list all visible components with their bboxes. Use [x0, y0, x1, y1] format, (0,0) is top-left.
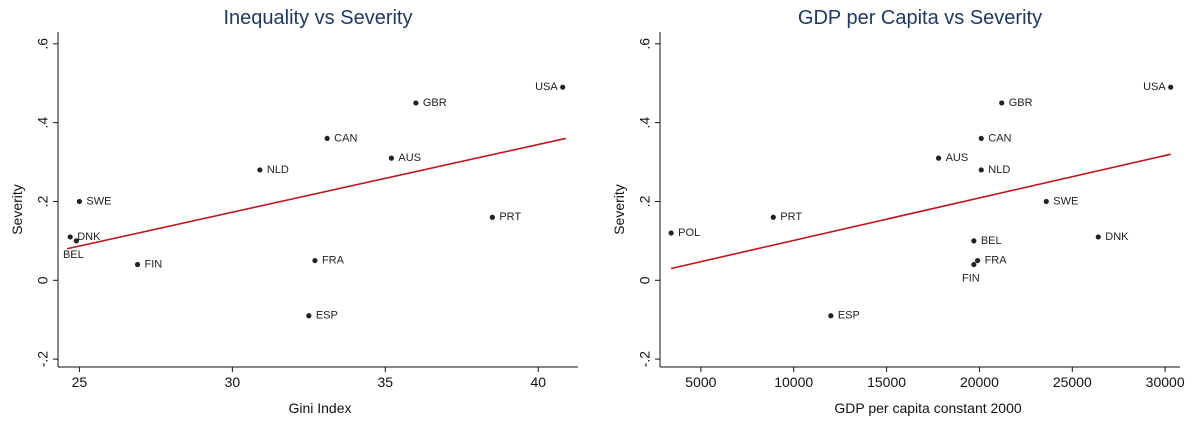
x-tick-label: 30	[225, 374, 241, 390]
inequality-scatter-chart: Inequality vs Severity -.2 0 .2 .4 .6 25 30 35 40…	[9, 7, 578, 416]
data-point-fra	[974, 257, 981, 264]
point-label: FIN	[145, 258, 163, 270]
point-label: USA	[1143, 81, 1166, 93]
x-tick-label: 10000	[774, 374, 813, 390]
point-label: USA	[535, 81, 558, 93]
point-label: DNK	[77, 231, 101, 243]
data-point-dnk	[67, 234, 73, 240]
y-tick-label: 0	[637, 276, 653, 284]
y-tick-label: .4	[637, 117, 653, 129]
data-point-esp	[828, 313, 834, 319]
y-axis-label: Severity	[9, 184, 25, 235]
data-point-nld	[257, 167, 263, 173]
chart-title: Inequality vs Severity	[224, 7, 413, 29]
point-label: SWE	[86, 195, 111, 207]
data-point-swe	[1043, 198, 1049, 205]
point-label: PRT	[780, 211, 802, 223]
y-tick-label: 0	[35, 276, 51, 284]
data-point-prt	[489, 214, 495, 220]
y-tick-label: .4	[35, 117, 51, 129]
point-label: AUS	[946, 152, 969, 164]
point-label: AUS	[398, 152, 421, 164]
data-point-dnk	[1095, 234, 1101, 240]
point-label: SWE	[1053, 195, 1078, 207]
x-tick-label: 35	[378, 374, 394, 390]
chart-title: GDP per Capita vs Severity	[798, 7, 1042, 29]
x-tick-label: 5000	[685, 374, 716, 390]
point-label: BEL	[63, 249, 84, 261]
point-label: PRT	[499, 211, 521, 223]
point-label: NLD	[988, 164, 1010, 176]
point-label: DNK	[1105, 231, 1129, 243]
x-tick-label: 30000	[1146, 374, 1185, 390]
y-tick-label: .6	[35, 38, 51, 50]
x-axis-label: Gini Index	[288, 400, 351, 416]
point-label: CAN	[988, 132, 1011, 144]
point-label: CAN	[334, 132, 357, 144]
data-point-aus	[388, 155, 395, 161]
data-point-fra	[312, 257, 318, 264]
data-point-aus	[935, 155, 942, 161]
data-point-prt	[770, 214, 776, 220]
x-tick-label: 40	[530, 374, 546, 390]
data-point-gbr	[999, 100, 1005, 106]
y-tick-label: -.2	[35, 351, 51, 368]
x-tick-label: 25	[72, 374, 88, 390]
x-tick-label: 15000	[867, 374, 906, 390]
gdp-scatter-chart: GDP per Capita vs Severity -.2 0 .2 .4 .6 5000…	[611, 7, 1185, 416]
y-tick-label: -.2	[637, 351, 653, 368]
point-label: FRA	[322, 254, 345, 266]
y-tick-label: .6	[637, 38, 653, 50]
data-point-esp	[306, 313, 312, 319]
point-label: FRA	[985, 254, 1008, 266]
point-label: POL	[678, 227, 700, 239]
data-point-gbr	[413, 100, 419, 106]
data-point-bel	[73, 238, 79, 244]
data-point-bel	[971, 238, 977, 244]
data-point-swe	[76, 198, 83, 205]
data-point-pol	[668, 230, 674, 236]
point-label: ESP	[838, 310, 860, 322]
x-tick-label: 20000	[960, 374, 999, 390]
y-tick-label: .2	[35, 195, 51, 207]
point-label: ESP	[316, 310, 338, 322]
fit-line	[67, 137, 566, 250]
y-tick-label: .2	[637, 195, 653, 207]
data-point-can	[978, 135, 984, 142]
x-axis-label: GDP per capita constant 2000	[834, 400, 1022, 416]
data-point-can	[324, 135, 330, 142]
x-tick-label: 25000	[1053, 374, 1092, 390]
data-point-fin	[134, 261, 141, 268]
point-label: BEL	[981, 235, 1002, 247]
data-point-usa	[1168, 84, 1174, 90]
point-label: NLD	[267, 164, 289, 176]
data-point-nld	[978, 167, 984, 173]
point-label: GBR	[423, 97, 447, 109]
data-point-usa	[560, 84, 566, 90]
y-axis-label: Severity	[611, 184, 627, 235]
fit-line	[670, 153, 1171, 270]
point-label: FIN	[962, 272, 980, 284]
point-label: GBR	[1009, 97, 1033, 109]
data-point-fin	[971, 261, 977, 268]
